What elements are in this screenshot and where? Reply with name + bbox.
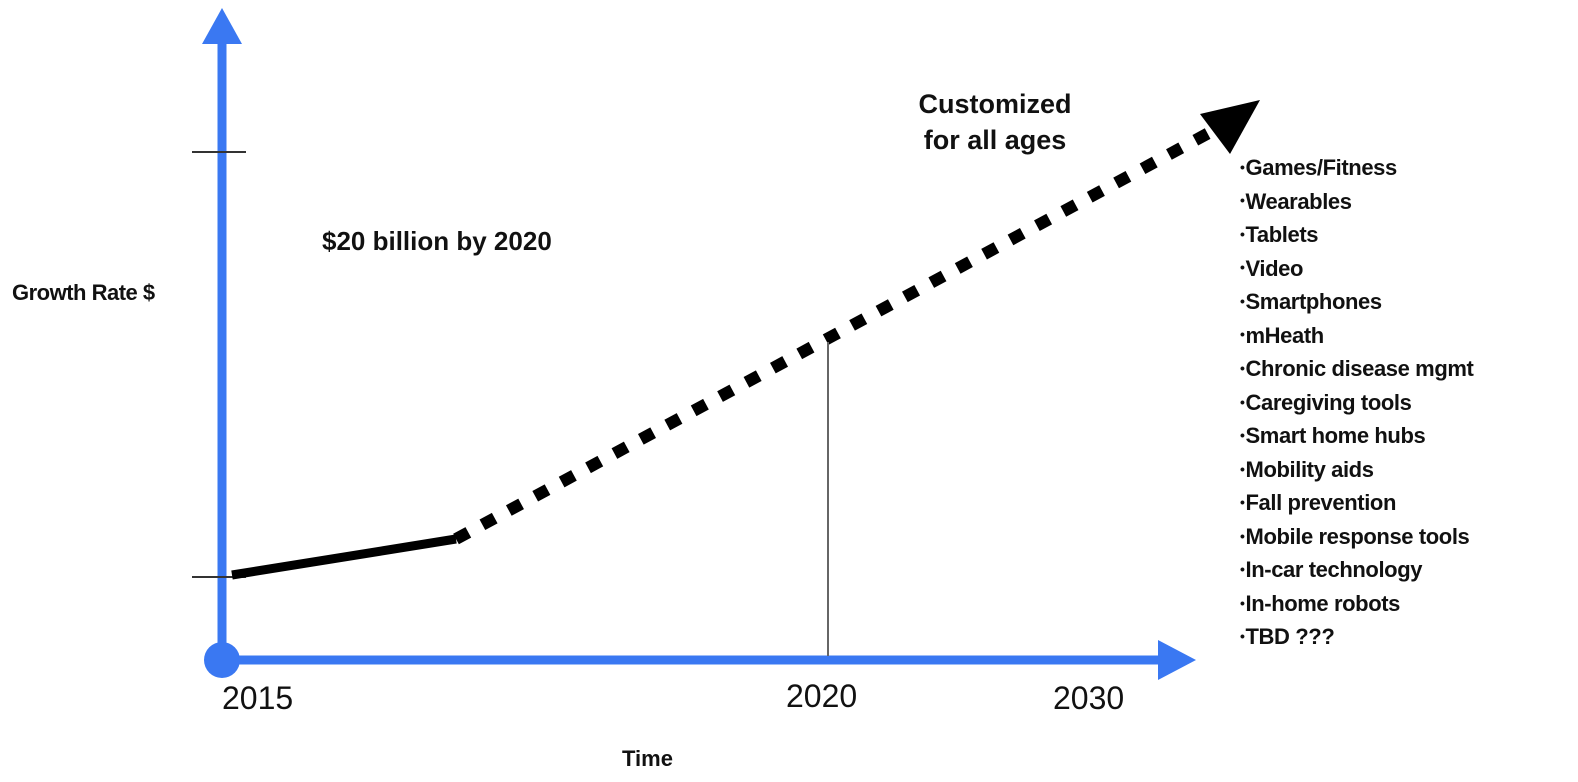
trend-label-line-1: Customized [918, 89, 1072, 119]
list-item: Mobile response tools [1240, 521, 1473, 555]
x-axis-arrowhead [1158, 640, 1196, 680]
x-tick-label-2015: 2015 [222, 680, 294, 716]
list-item: In-home robots [1240, 588, 1473, 622]
list-item: TBD ??? [1240, 621, 1473, 655]
trend-arrowhead [1200, 100, 1260, 154]
list-item: Games/Fitness [1240, 152, 1473, 186]
trend-solid-segment [231, 534, 457, 580]
trend-label-line-2: for all ages [923, 125, 1067, 155]
list-item: Smartphones [1240, 286, 1473, 320]
list-item: mHeath [1240, 320, 1473, 354]
y-axis-arrowhead [202, 8, 242, 44]
list-item: Smart home hubs [1240, 420, 1473, 454]
list-item: Caregiving tools [1240, 387, 1473, 421]
list-item: Fall prevention [1240, 487, 1473, 521]
x-tick-label-2020: 2020 [786, 678, 858, 714]
origin-dot [204, 642, 240, 678]
trend-label: Customized for all ages [880, 86, 1110, 158]
list-item: Wearables [1240, 186, 1473, 220]
market-size-annotation: $20 billion by 2020 [322, 226, 552, 256]
list-item: In-car technology [1240, 554, 1473, 588]
list-item: Video [1240, 253, 1473, 287]
category-list: Games/Fitness Wearables Tablets Video Sm… [1240, 152, 1474, 655]
x-tick-label-2030: 2030 [1053, 680, 1125, 716]
list-item: Mobility aids [1240, 454, 1473, 488]
x-axis-label: Time [622, 746, 673, 771]
list-item: Chronic disease mgmt [1240, 353, 1474, 387]
y-axis-label: Growth Rate $ [12, 280, 155, 305]
list-item: Tablets [1240, 219, 1473, 253]
trend-projected-segment [453, 122, 1221, 545]
